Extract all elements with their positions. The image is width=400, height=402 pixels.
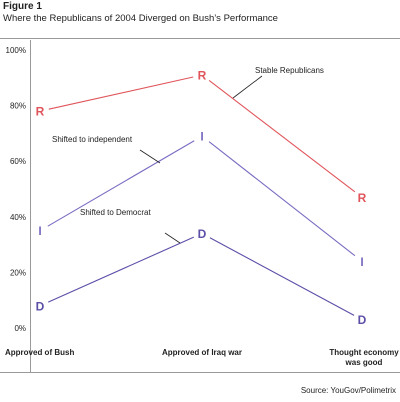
series-label: Shifted to Democrat	[80, 208, 151, 217]
x-tick-label: Approved of Bush	[5, 348, 74, 357]
data-marker-r: R	[358, 191, 367, 205]
series-line-i	[208, 141, 356, 257]
y-tick-label: 20%	[10, 268, 26, 277]
y-tick-label: 60%	[10, 157, 26, 166]
series-line-r	[208, 80, 356, 193]
x-tick-labels: Approved of Bush Approved of Iraq war Thou…	[5, 348, 399, 367]
series-line-i	[47, 140, 195, 227]
y-tick-labels: 0% 20% 40% 60% 80% 100%	[6, 46, 26, 333]
data-marker-d: D	[36, 299, 45, 313]
series-line-d	[47, 236, 195, 303]
series-callouts: Stable Republicans Shifted to independent…	[52, 66, 324, 244]
callout-leader	[232, 75, 263, 99]
callout-leader	[164, 232, 181, 244]
figure-label: Figure 1	[3, 1, 42, 12]
series-line-r	[48, 76, 194, 110]
data-marker-i: I	[360, 255, 363, 269]
series-label: Stable Republicans	[255, 66, 324, 75]
y-tick-label: 80%	[10, 102, 26, 111]
data-marker-r: R	[198, 69, 207, 83]
data-marker-i: I	[38, 224, 41, 238]
y-tick-label: 0%	[14, 324, 26, 333]
x-tick-label: was good	[345, 358, 383, 367]
data-marker-i: I	[200, 130, 203, 144]
series-line-d	[209, 237, 355, 316]
data-marker-r: R	[36, 105, 45, 119]
series-lines	[47, 76, 356, 316]
y-tick-label: 40%	[10, 213, 26, 222]
series-label: Shifted to independent	[52, 135, 133, 144]
callout-leader	[139, 149, 161, 164]
x-tick-label: Approved of Iraq war	[162, 348, 242, 357]
chart-title: Where the Republicans of 2004 Diverged o…	[3, 13, 278, 24]
series-markers: R R R I I I D D D	[36, 69, 367, 328]
source-note: Source: YouGov/Polimetrix	[300, 386, 396, 395]
data-marker-d: D	[198, 227, 207, 241]
y-tick-label: 100%	[6, 46, 26, 55]
x-tick-label: Thought economy	[329, 348, 399, 357]
axes	[0, 38, 400, 373]
data-marker-d: D	[358, 313, 367, 327]
